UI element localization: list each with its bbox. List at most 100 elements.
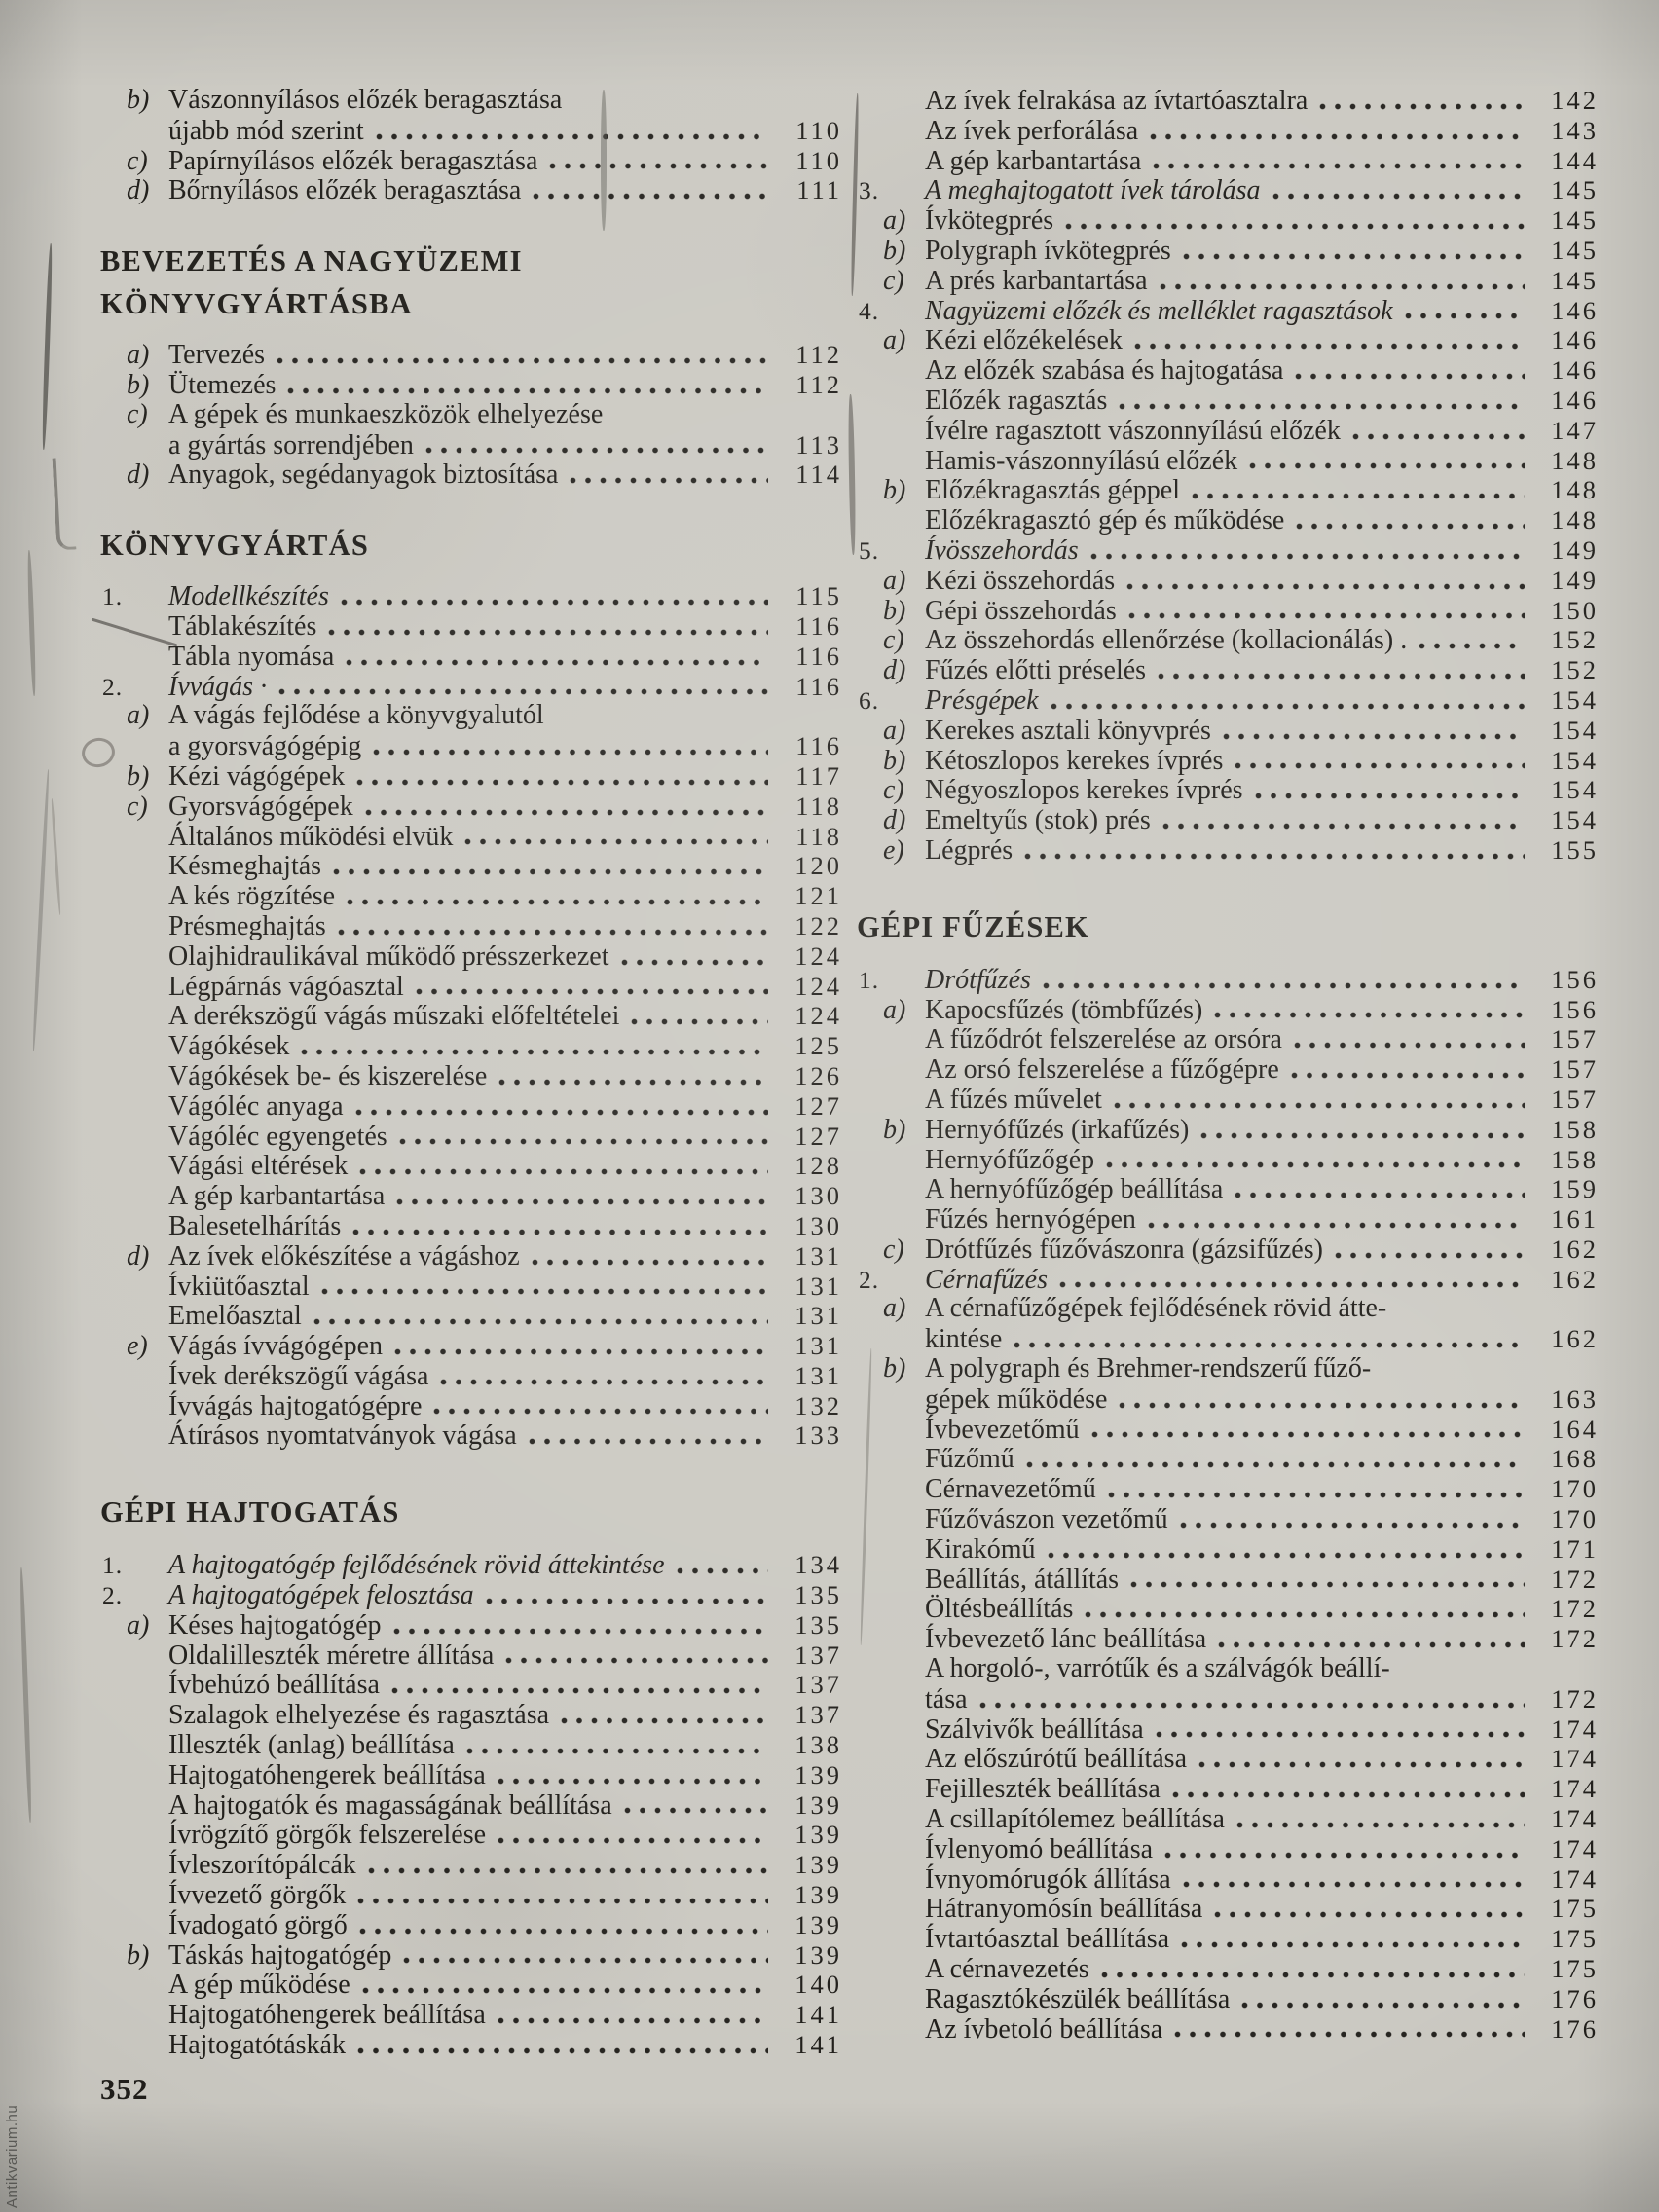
pencil-mark (26, 549, 37, 697)
entry-page-number: 139 (794, 1820, 842, 1850)
entry-title: Kerekes asztali könyvprés (925, 715, 1211, 746)
dot-leader (392, 1609, 768, 1641)
toc-column-right: Az ívek felrakása az ívtartóasztalra 142 A… (857, 86, 1599, 2044)
toc-entry: b) Kétoszlopos kerekes ívprés 154 (857, 745, 1599, 775)
toc-entry: Vágókések 125 (100, 1031, 842, 1061)
entry-title: Előzék ragasztás (925, 385, 1108, 416)
toc-entry: a) A vágás fejlődése a könyvgyalutól (100, 701, 842, 731)
dot-leader (359, 1151, 768, 1182)
dot-leader (1130, 1564, 1525, 1595)
toc-entry: Ívleszorítópálcák 139 (100, 1850, 842, 1880)
pencil-mark (52, 457, 77, 551)
entry-prefix: c) (883, 1234, 904, 1265)
entry-title: Az előzék szabása és hajtogatása (925, 355, 1284, 387)
dot-leader (396, 1181, 768, 1211)
dot-leader (498, 1820, 768, 1851)
entry-title: Vágóléc anyaga (168, 1090, 344, 1122)
entry-title: Hátranyomósín beállítása (925, 1894, 1203, 1925)
entry-prefix: a) (127, 340, 150, 371)
toc-entry: Fűzővászon vezetőmű 170 (857, 1504, 1599, 1534)
entry-title: Présgépek (925, 684, 1039, 716)
toc-entry: c) A gépek és munkaeszközök elhelyezése (100, 398, 842, 430)
toc-column-left: b) Vászonnyílásos előzék beragasztása újab… (100, 85, 842, 2060)
toc-entry: A gép működése 140 (100, 1970, 842, 2000)
entry-page-number: 146 (1551, 355, 1599, 386)
entry-page-number: 141 (794, 2030, 842, 2060)
entry-page-number: 174 (1551, 1774, 1599, 1804)
entry-title: Beállítás, átállítás (925, 1564, 1120, 1595)
dot-leader (1293, 1024, 1525, 1055)
dot-leader (497, 1759, 768, 1790)
entry-title: Ívlenyomó beállítása (925, 1833, 1154, 1864)
toc-entry: e) Légprés 155 (857, 834, 1599, 866)
entry-title: Tábla nyomása (168, 641, 335, 672)
entry-page-number: 174 (1551, 1863, 1599, 1894)
entry-page-number: 154 (1551, 684, 1599, 715)
entry-page-number: 125 (794, 1031, 842, 1061)
dot-leader (1106, 1144, 1525, 1175)
toc-entry: b) Gépi összehordás 150 (857, 595, 1599, 625)
entry-page-number: 131 (794, 1271, 842, 1301)
dot-leader (358, 1909, 768, 1940)
toc-entry: d) Az ívek előkészítése a vágáshoz 131 (100, 1240, 842, 1272)
dot-leader (531, 1240, 768, 1272)
toc-entry: Ívbevezetőmű 164 (857, 1414, 1599, 1444)
entry-page-number: 148 (1551, 445, 1599, 475)
entry-title: A prés karbantartása (925, 265, 1148, 296)
entry-page-number: 137 (794, 1640, 842, 1670)
entry-title: A gép karbantartása (925, 145, 1142, 176)
dot-leader (505, 1640, 768, 1671)
entry-title: Az összehordás ellenőrzése (kollacionálá… (925, 625, 1408, 656)
toc-entry: Az orsó felszerelése a fűzőgépre 157 (857, 1054, 1599, 1085)
entry-page-number: 154 (1551, 805, 1599, 835)
toc-entry: Cérnavezetőmű 170 (857, 1474, 1599, 1504)
spacer (100, 324, 842, 340)
entry-prefix: d) (127, 1240, 150, 1272)
entry-prefix: a) (127, 1609, 150, 1641)
dot-leader (497, 2000, 768, 2031)
entry-page-number: 175 (1551, 1954, 1599, 1984)
entry-title: Olajhidraulikával működő présszerkezet (168, 940, 609, 972)
dot-leader (1150, 115, 1525, 146)
dot-leader (352, 1210, 768, 1241)
toc-entry: d) Emeltyűs (stok) prés 154 (857, 805, 1599, 835)
pencil-mark (50, 798, 62, 915)
entry-prefix: c) (127, 791, 148, 822)
entry-title: Balesetelhárítás (168, 1210, 342, 1241)
toc-entry: Ívélre ragasztott vászonnyílású előzék 14… (857, 415, 1599, 446)
entry-page-number: 137 (794, 1670, 842, 1700)
toc-entry: Olajhidraulikával működő présszerkezet 12… (100, 940, 842, 972)
entry-title: A derékszögű vágás műszaki előfeltételei (168, 1001, 620, 1032)
dot-leader (573, 86, 768, 116)
toc-entry: újabb mód szerint 110 (100, 115, 842, 146)
entry-title: Kapocsfűzés (tömbfűzés) (925, 994, 1203, 1025)
toc-entry: Fűzés hernyógépen 161 (857, 1204, 1599, 1235)
entry-title: Ívbehúzó beállítása (168, 1670, 380, 1701)
entry-title: Előzékragasztó gép és működése (925, 505, 1285, 536)
entry-title: Oldalilleszték méretre állítása (168, 1640, 495, 1671)
toc-entry: Előzék ragasztás 146 (857, 385, 1599, 416)
dot-leader (1235, 1804, 1525, 1834)
toc-entry: Hajtogatóhengerek beállítása 141 (100, 2000, 842, 2030)
entry-title: Kirakómű (925, 1533, 1036, 1565)
dot-leader (375, 115, 768, 146)
entry-page-number: 128 (794, 1151, 842, 1181)
dot-leader (361, 1970, 768, 2001)
pencil-mark (41, 242, 54, 451)
dot-leader (1107, 1474, 1525, 1505)
entry-title: A hajtogatógép fejlődésének rövid átteki… (168, 1550, 665, 1581)
toc-entry: A kés rögzítése 121 (100, 881, 842, 911)
entry-title: A cérnavezetés (925, 1954, 1089, 1985)
dot-leader (394, 1331, 768, 1361)
toc-entry: Szálvivők beállítása 174 (857, 1714, 1599, 1744)
entry-page-number: 168 (1551, 1444, 1599, 1474)
entry-title: Az ívek perforálása (925, 115, 1139, 146)
toc-entry: 3. A meghajtogatott ívek tárolása 145 (857, 175, 1599, 205)
entry-title: A meghajtogatott ívek tárolása (925, 175, 1261, 206)
dot-leader (1419, 625, 1525, 656)
entry-page-number: 174 (1551, 1714, 1599, 1744)
entry-title: A gépek és munkaeszközök elhelyezése (168, 398, 604, 429)
entry-prefix: 3. (859, 176, 880, 205)
dot-leader (1147, 1204, 1525, 1235)
entry-title: Cérnafűzés (925, 1264, 1048, 1295)
